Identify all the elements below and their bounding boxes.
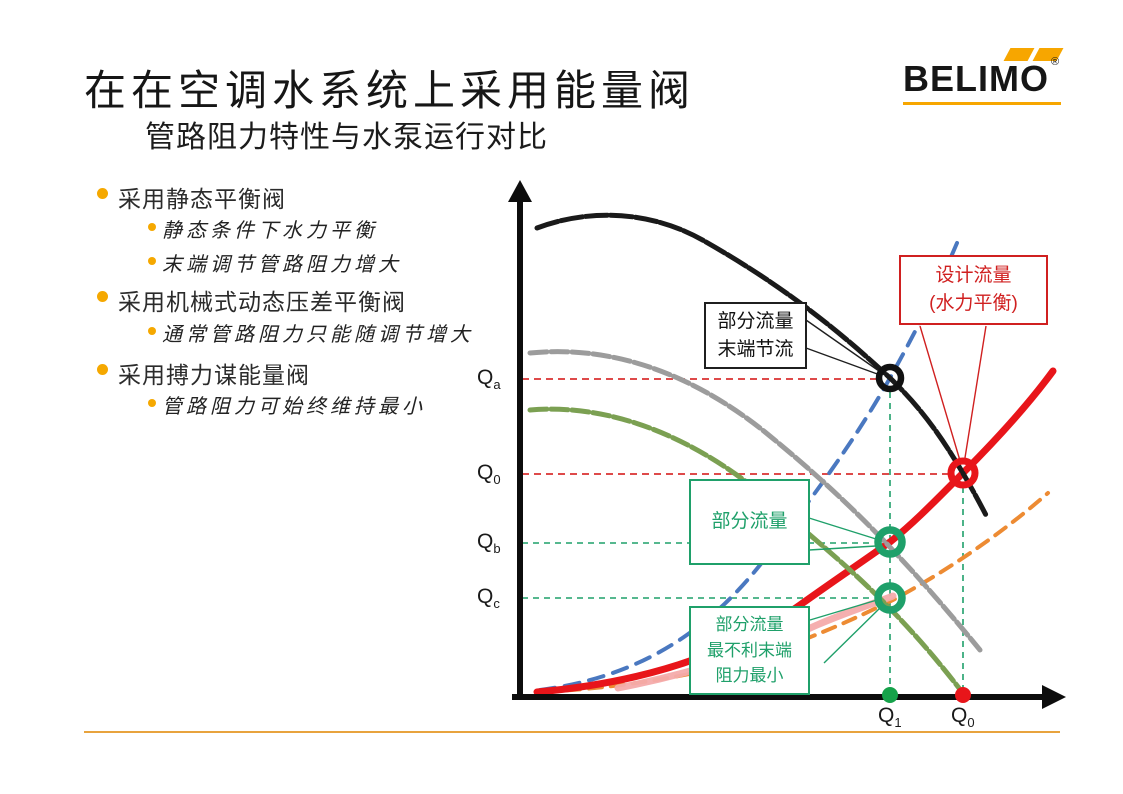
x-axis-arrow-icon (1042, 685, 1066, 709)
pump-curve-reduced-speed-gray (527, 349, 983, 653)
logo-underline (903, 102, 1061, 105)
y-tick-label-Q0: Q0 (477, 461, 501, 488)
belimo-logo: BELIMO ® (903, 48, 1065, 110)
bullet-item-1: 采用静态平衡阀 (97, 180, 286, 214)
sub-bullet-3a: 管路阻力可始终维持最小 (148, 390, 426, 419)
y-tick-label-Qb: Qb (477, 530, 501, 557)
sub-bullet-label: 静态条件下水力平衡 (162, 218, 378, 242)
x-tick-dot-Q1 (882, 687, 898, 703)
bullet-label: 采用搏力谋能量阀 (118, 362, 310, 388)
registered-mark: ® (1051, 56, 1060, 68)
marker-partial-flow-min (874, 582, 906, 614)
y-tick-label-Qa: Qa (477, 366, 501, 393)
bullet-item-3: 采用搏力谋能量阀 (97, 356, 310, 390)
page-title: 在在空调水系统上采用能量阀 (84, 67, 696, 114)
sub-bullet-2a: 通常管路阻力只能随调节增大 (148, 318, 474, 347)
y-tick-label-Qc: Qc (477, 585, 500, 612)
x-tick-dot-Q0 (955, 687, 971, 703)
callout-partial-throttle: 部分流量 末端节流 (704, 302, 807, 369)
callout-lines-partial-flow-min (809, 599, 883, 664)
callout-partial-flow-min: 部分流量 最不利末端 阻力最小 (689, 606, 810, 695)
bullet-item-2: 采用机械式动态压差平衡阀 (97, 283, 406, 317)
sub-bullet-label: 通常管路阻力只能随调节增大 (162, 322, 474, 346)
bullet-dot-icon (97, 364, 108, 375)
sub-bullet-label: 管路阻力可始终维持最小 (162, 394, 426, 418)
callout-partial-flow: 部分流量 (689, 479, 810, 565)
bullet-dot-icon (148, 327, 156, 335)
footer-divider (84, 731, 1060, 733)
marker-partial-flow (874, 526, 906, 558)
bullet-label: 采用静态平衡阀 (118, 186, 286, 212)
x-tick-label-Q0: Q0 (951, 704, 975, 731)
bullet-dot-icon (148, 399, 156, 407)
sub-bullet-label: 末端调节管路阻力增大 (162, 252, 402, 276)
page-subtitle: 管路阻力特性与水泵运行对比 (145, 121, 548, 154)
x-tick-label-Q1: Q1 (878, 704, 902, 731)
callout-lines-partial-throttle (805, 319, 881, 376)
callout-lines-partial-flow (808, 517, 877, 551)
sub-bullet-1a: 静态条件下水力平衡 (148, 214, 378, 243)
logo-wordmark: BELIMO (903, 58, 1049, 99)
bullet-label: 采用机械式动态压差平衡阀 (118, 289, 406, 315)
bullet-dot-icon (148, 257, 156, 265)
marker-partial-throttle (875, 363, 905, 393)
bullet-dot-icon (97, 188, 108, 199)
callout-lines-design-flow (919, 325, 987, 465)
marker-design-flow (947, 457, 979, 489)
bullet-dot-icon (97, 291, 108, 302)
callout-design-flow: 设计流量 (水力平衡) (899, 255, 1048, 325)
bullet-dot-icon (148, 223, 156, 231)
sub-bullet-1b: 末端调节管路阻力增大 (148, 248, 402, 277)
y-axis-arrow-icon (508, 180, 532, 202)
